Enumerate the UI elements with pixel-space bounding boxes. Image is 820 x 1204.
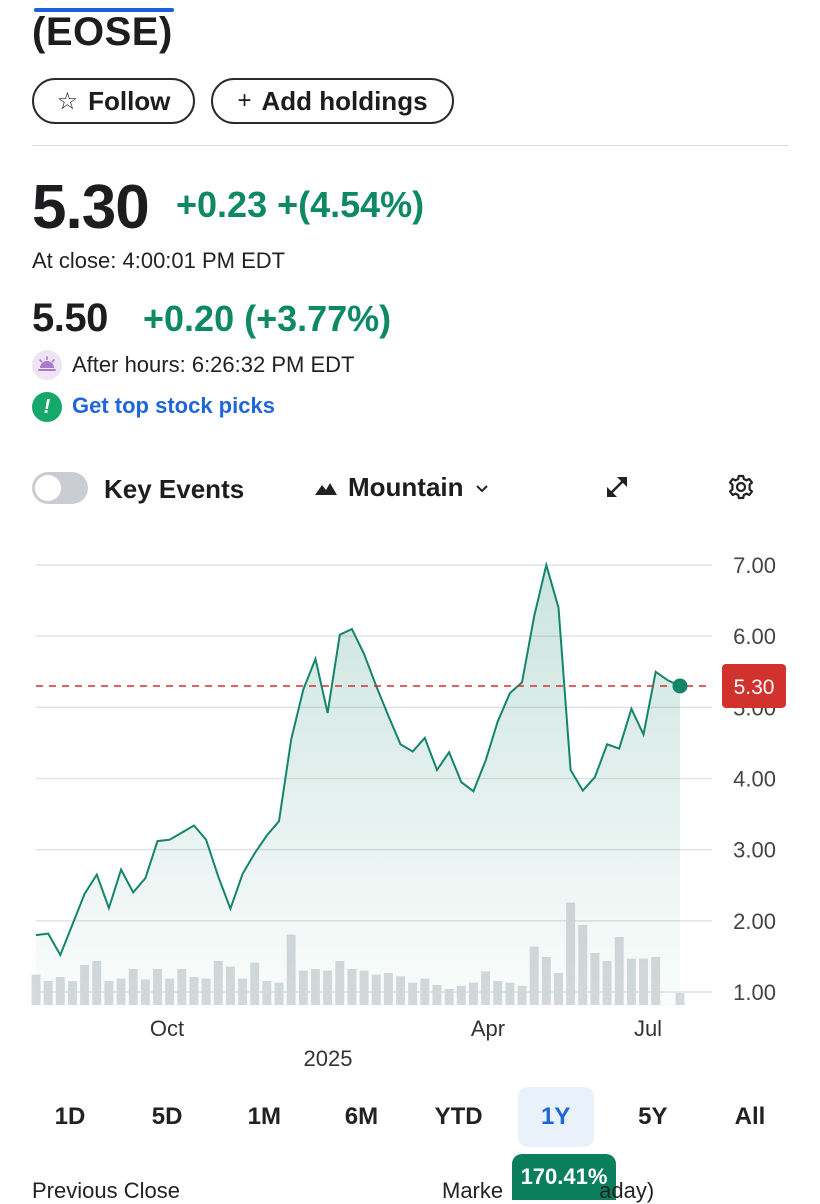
current-price-dot: [672, 678, 688, 694]
after-hours-change: +0.20 (+3.77%): [143, 298, 392, 339]
current-price-badge: [722, 663, 786, 708]
y-tick-label: 6.00: [733, 624, 776, 649]
x-tick-label: Apr: [471, 1016, 505, 1041]
key-events-toggle[interactable]: [32, 472, 88, 504]
price-change: +0.23 +(4.54%): [176, 184, 425, 225]
y-tick-label: 4.00: [733, 767, 776, 792]
chart-type-dropdown[interactable]: Mountain: [314, 472, 490, 503]
range-tab-all[interactable]: All: [734, 1103, 766, 1130]
follow-label: Follow: [88, 85, 171, 116]
y-tick-label: 7.00: [733, 553, 776, 578]
year-label: 2025: [304, 1046, 353, 1071]
range-tab-1d[interactable]: 1D: [54, 1103, 86, 1130]
market-label-end: aday): [599, 1178, 655, 1203]
range-tab-ytd[interactable]: YTD: [434, 1103, 483, 1130]
mountain-icon: [315, 482, 337, 495]
range-tab-1y[interactable]: 1Y: [517, 1087, 594, 1147]
y-tick-label: 3.00: [733, 838, 776, 863]
range-tab-1m[interactable]: 1M: [247, 1103, 281, 1130]
market-cap-label: Marke aday): [442, 1178, 654, 1204]
follow-button[interactable]: ☆ Follow: [32, 78, 195, 124]
plus-icon: +: [237, 87, 252, 114]
time-range-tabs: 1D 5D 1M 6M YTD 1Y 5Y All: [32, 1086, 788, 1148]
expand-icon[interactable]: [602, 472, 632, 502]
y-tick-label: 2.00: [733, 909, 776, 934]
chart-type-label: Mountain: [348, 472, 464, 502]
top-stock-picks-link[interactable]: Get top stock picks: [72, 393, 275, 418]
y-tick-label: 1.00: [733, 980, 776, 1005]
close-timestamp: At close: 4:00:01 PM EDT: [32, 248, 286, 273]
price-area: [36, 565, 680, 1005]
range-tab-5d[interactable]: 5D: [151, 1103, 183, 1130]
after-hours-timestamp: After hours: 6:26:32 PM EDT: [72, 352, 355, 377]
range-change-badge: 170.41%: [512, 1154, 616, 1200]
key-events-label: Key Events: [104, 474, 245, 504]
previous-close-label: Previous Close: [32, 1178, 180, 1203]
ticker-symbol: (EOSE): [32, 10, 173, 54]
gear-icon[interactable]: [726, 472, 756, 502]
sunset-icon: [32, 350, 62, 380]
add-holdings-button[interactable]: + Add holdings: [211, 78, 454, 124]
x-tick-label: Oct: [150, 1016, 184, 1041]
price-line: [35, 561, 681, 958]
toggle-knob: [35, 475, 61, 501]
star-outline-icon: ☆: [56, 87, 79, 115]
exclamation-icon: !: [32, 392, 62, 422]
header-divider: [32, 145, 788, 146]
after-hours-price: 5.50: [32, 296, 108, 340]
range-tab-5y[interactable]: 5Y: [638, 1103, 668, 1130]
chevron-down-icon: [475, 484, 488, 492]
title-underline: [34, 8, 174, 12]
add-holdings-label: Add holdings: [261, 85, 428, 116]
x-tick-label: Jul: [634, 1016, 662, 1041]
range-tab-6m[interactable]: 6M: [344, 1103, 379, 1130]
price-chart[interactable]: 7.006.005.004.003.002.001.00 5.30 OctApr…: [0, 540, 820, 1080]
current-price-badge-label: 5.30: [734, 676, 775, 699]
current-price: 5.30: [32, 173, 150, 242]
market-label-start: Marke: [442, 1178, 504, 1203]
